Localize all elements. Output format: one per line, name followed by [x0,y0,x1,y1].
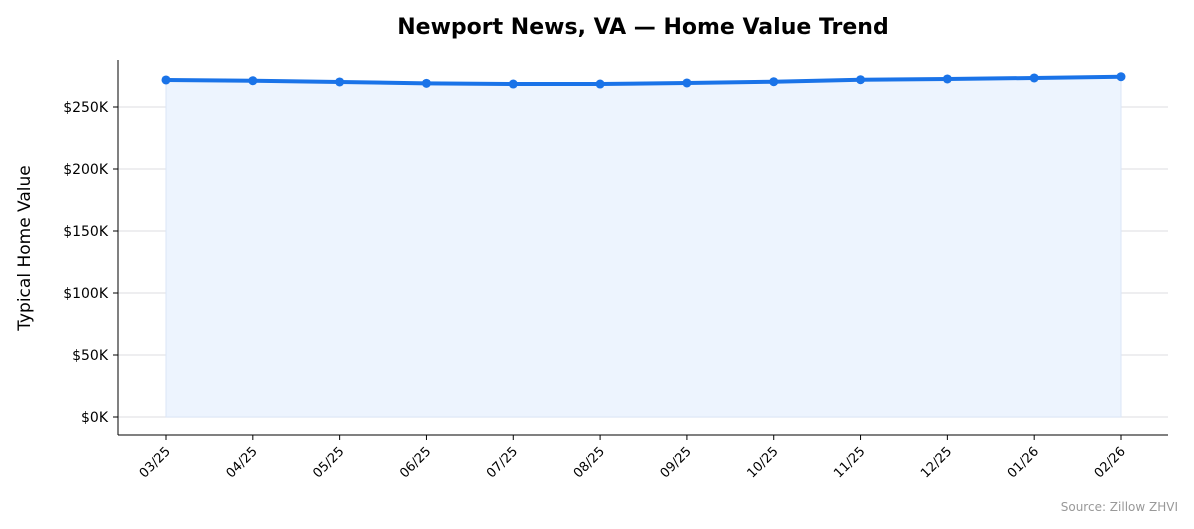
y-tick-label: $0K [81,410,109,426]
x-tick-label: 02/26 [1092,444,1129,481]
y-tick-label: $200K [63,162,109,178]
x-tick-label: 11/25 [831,444,868,481]
data-point [682,78,692,88]
x-tick-label: 12/25 [918,444,955,481]
x-tick-label: 08/25 [571,444,608,481]
x-tick-label: 10/25 [744,444,781,481]
data-point [248,76,258,86]
x-tick-label: 09/25 [658,444,695,481]
source-note: Source: Zillow ZHVI [1061,500,1178,514]
y-axis-label: Typical Home Value [15,165,35,332]
data-point [1029,73,1039,83]
chart-title: Newport News, VA — Home Value Trend [397,15,888,40]
data-point [769,77,779,87]
x-tick-label: 05/25 [310,444,347,481]
x-tick-label: 01/26 [1005,444,1042,481]
y-tick-label: $100K [63,286,109,302]
data-point [856,75,866,85]
data-point [421,78,431,88]
x-tick-label: 06/25 [397,444,434,481]
series-line [165,74,1122,87]
y-tick-label: $250K [63,100,109,116]
y-tick-label: $150K [63,224,109,240]
data-point [595,79,605,89]
data-point [161,75,171,85]
data-point [335,77,345,87]
x-tick-label: 03/25 [137,444,174,481]
data-point [1116,72,1126,82]
x-tick-label: 07/25 [484,444,521,481]
area-fill [165,76,1122,418]
data-point [508,79,518,89]
data-point [942,74,952,84]
y-tick-label: $50K [72,348,109,364]
x-tick-label: 04/25 [224,444,261,481]
